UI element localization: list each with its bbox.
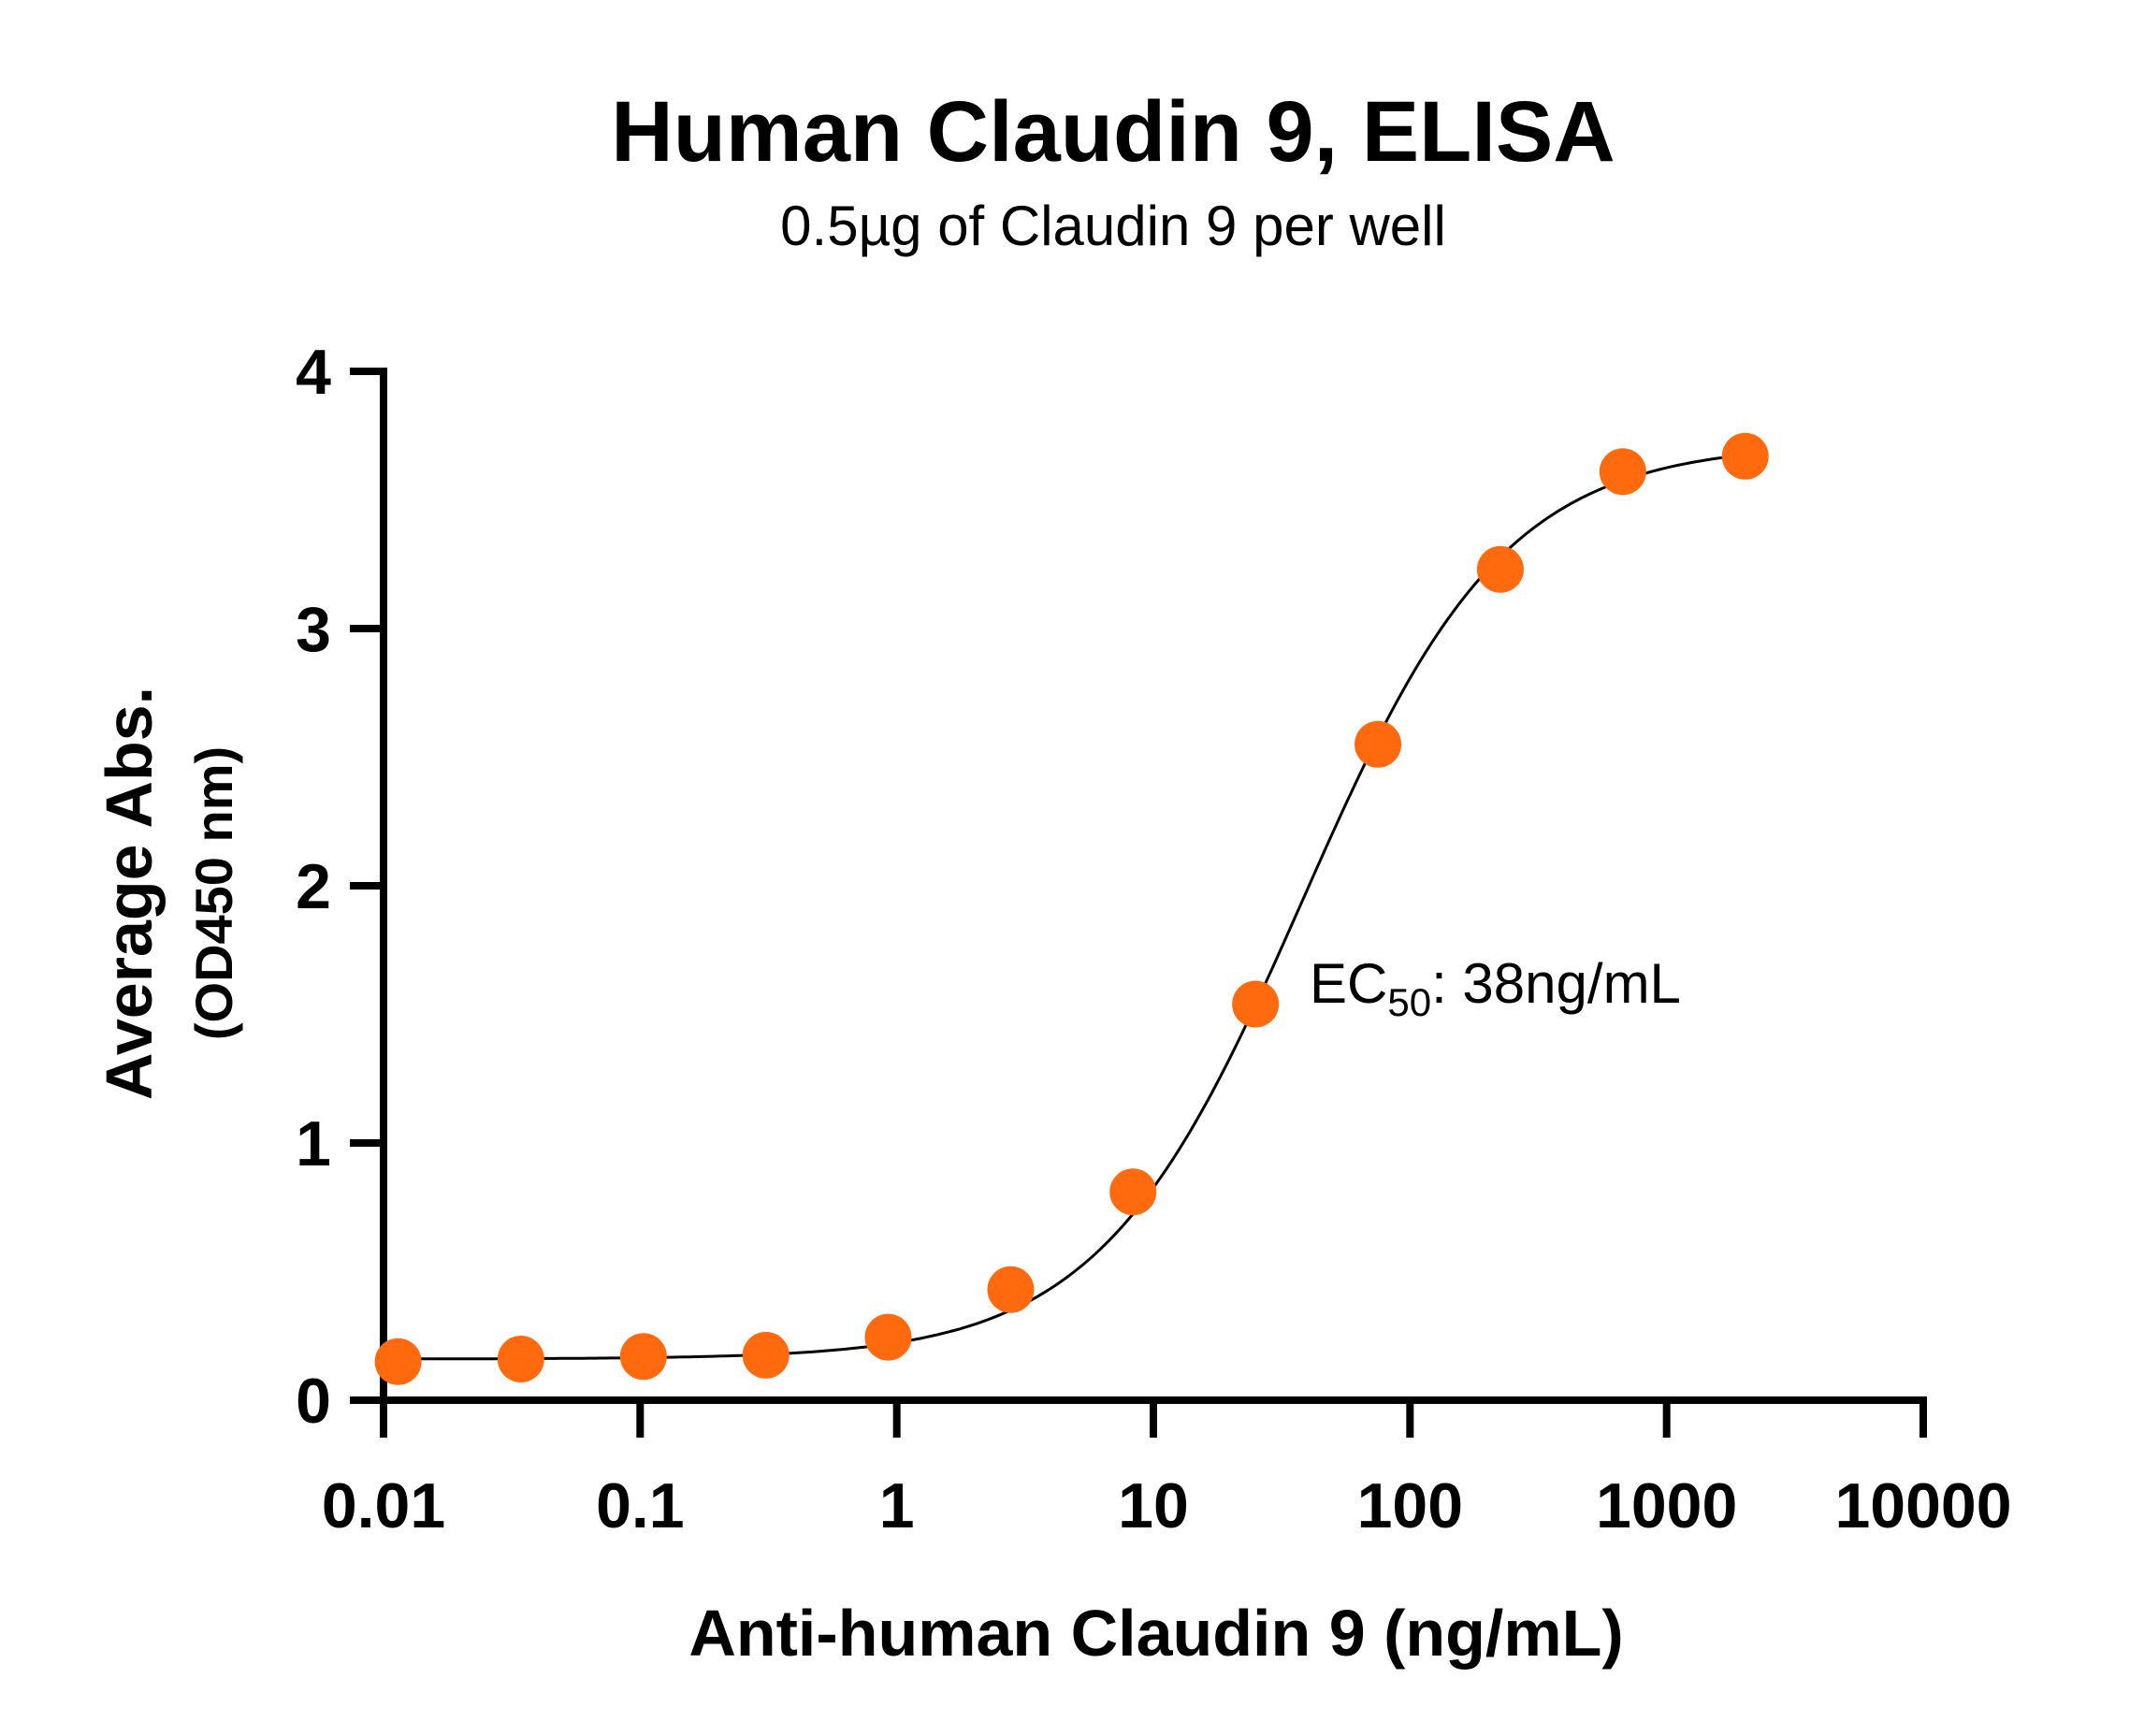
- y-tick-label: 1: [296, 1108, 331, 1179]
- y-ticks: 0 1 2 3 4: [296, 337, 384, 1437]
- data-point: [1109, 1168, 1157, 1216]
- y-tick-label: 3: [296, 594, 331, 665]
- ec50-annotation: EC50: 38ng/mL: [1310, 952, 1681, 1024]
- fit-curve: [398, 453, 1746, 1361]
- y-axis-unit-label: (OD450 nm): [184, 746, 243, 1040]
- x-tick-label: 0.1: [596, 1470, 685, 1541]
- x-tick-label: 10000: [1834, 1470, 2011, 1541]
- chart-subtitle: 0.5µg of Claudin 9 per well: [780, 195, 1446, 257]
- data-point: [374, 1338, 422, 1385]
- data-point: [619, 1333, 667, 1381]
- x-tick-label: 100: [1357, 1470, 1463, 1541]
- data-point: [1476, 545, 1524, 593]
- data-point: [1721, 432, 1769, 480]
- x-tick-label: 0.01: [322, 1470, 445, 1541]
- x-tick-label: 1000: [1596, 1470, 1737, 1541]
- ec50-subscript: 50: [1387, 980, 1431, 1024]
- data-point: [987, 1266, 1035, 1313]
- x-axis-label: Anti-human Claudin 9 (ng/mL): [688, 1597, 1623, 1670]
- x-tick-label: 1: [879, 1470, 915, 1541]
- data-point: [742, 1331, 790, 1379]
- ec50-prefix: EC: [1310, 952, 1387, 1015]
- axes: [380, 368, 1927, 1404]
- data-point: [1354, 720, 1402, 768]
- y-tick-label: 2: [296, 851, 331, 922]
- data-point: [1599, 448, 1646, 496]
- y-axis-label: Average Abs.: [93, 687, 166, 1100]
- ec50-value: : 38ng/mL: [1431, 952, 1681, 1015]
- x-tick-label: 10: [1118, 1470, 1189, 1541]
- y-tick-label: 4: [296, 337, 331, 408]
- x-ticks: 0.01 0.1 1 10 100 1000 10000: [322, 1400, 2012, 1541]
- chart-title: Human Claudin 9, ELISA: [611, 84, 1615, 180]
- data-point: [1232, 980, 1280, 1028]
- data-point: [864, 1313, 912, 1361]
- y-tick-label: 0: [296, 1366, 331, 1437]
- data-points: [374, 432, 1769, 1385]
- data-point: [497, 1336, 544, 1382]
